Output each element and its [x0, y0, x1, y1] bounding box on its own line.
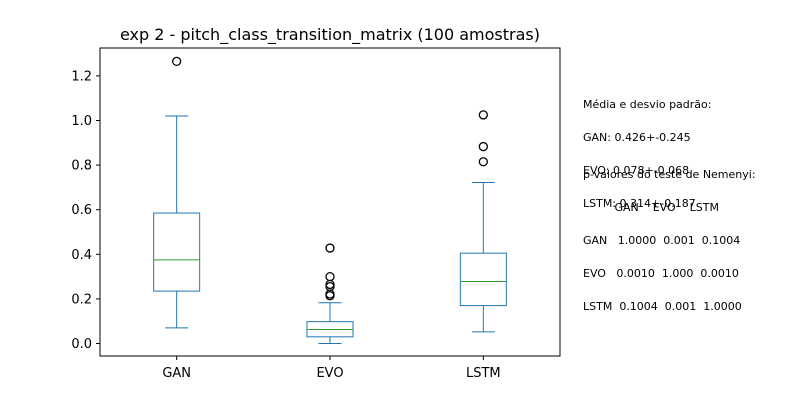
evo-outlier-point: [325, 243, 335, 253]
stats-line: GAN: 0.426+-0.245: [583, 131, 691, 144]
mean-std-annotation: Média e desvio padrão: GAN: 0.426+-0.245…: [583, 77, 711, 220]
x-tick-label: LSTM: [466, 366, 501, 381]
x-tick-label: GAN: [162, 366, 191, 381]
pvalues-line: p-valores do teste de Nemenyi:: [583, 168, 756, 181]
y-tick-label: 0.2: [71, 292, 92, 307]
x-tick-label: EVO: [316, 366, 343, 381]
nemenyi-pvalues-annotation: p-valores do teste de Nemenyi: GAN EVO L…: [583, 147, 756, 323]
lstm-outlier-point: [478, 110, 488, 120]
gan-box: [153, 212, 201, 292]
stats-line: LSTM: 0.314+-0.187: [583, 197, 696, 210]
y-tick-label: 0.0: [71, 337, 92, 352]
y-tick-label: 0.6: [71, 203, 92, 218]
lstm-box: [459, 252, 507, 307]
pvalues-line: EVO 0.0010 1.000 0.0010: [583, 267, 739, 280]
stats-line: Média e desvio padrão:: [583, 98, 712, 111]
evo-outlier-point: [325, 271, 335, 282]
y-tick-label: 1.2: [71, 69, 92, 84]
chart-title: exp 2 - pitch_class_transition_matrix (1…: [120, 25, 540, 45]
pvalues-line: GAN EVO LSTM: [583, 201, 719, 214]
y-tick-label: 0.8: [71, 159, 92, 174]
pvalues-line: LSTM 0.1004 0.001 1.0000: [583, 300, 742, 313]
lstm-outlier-point: [478, 141, 488, 152]
stats-line: EVO: 0.078+-0.068: [583, 164, 690, 177]
y-tick-label: 1.0: [71, 114, 92, 129]
y-tick-label: 0.4: [71, 248, 92, 263]
pvalues-line: GAN 1.0000 0.001 0.1004: [583, 234, 741, 247]
lstm-outlier-point: [478, 157, 488, 167]
gan-outlier-point: [172, 56, 182, 67]
